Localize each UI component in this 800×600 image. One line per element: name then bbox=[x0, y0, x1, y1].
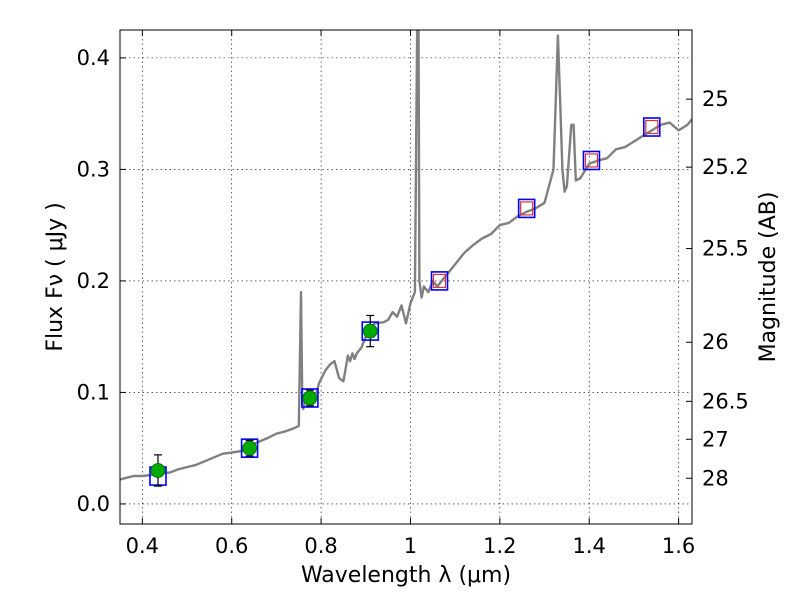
observed-point bbox=[362, 323, 378, 339]
axis-ticks bbox=[120, 30, 692, 524]
observed-point bbox=[242, 440, 257, 456]
y-tick-label: 0.2 bbox=[77, 269, 110, 293]
x-tick-label: 0.8 bbox=[304, 534, 337, 558]
model-band-marker bbox=[240, 438, 259, 458]
plot-background bbox=[120, 30, 692, 524]
y2-tick-label: 25.2 bbox=[702, 155, 749, 179]
y2-axis-label: Magnitude (AB) bbox=[756, 192, 781, 363]
y2-tick-label: 25.5 bbox=[702, 237, 749, 261]
sed-model-line bbox=[120, 30, 692, 481]
y2-tick-label: 28 bbox=[702, 466, 729, 490]
y2-tick-label: 25 bbox=[702, 87, 729, 111]
upper-limit-marker bbox=[645, 119, 659, 135]
plot-frame bbox=[119, 29, 693, 525]
series-layer bbox=[120, 30, 692, 487]
y-tick-label: 0.4 bbox=[77, 46, 110, 70]
upper-limit-marker bbox=[584, 153, 599, 168]
observed-point bbox=[302, 390, 318, 406]
x-tick-label: 1.6 bbox=[662, 534, 695, 558]
upper-limit-marker bbox=[520, 201, 534, 216]
model-band-marker bbox=[430, 271, 449, 291]
y2-tick-label: 26.5 bbox=[702, 389, 749, 413]
y-axis-label: Flux Fν ( μJy ) bbox=[43, 202, 68, 351]
axis-tick-labels: 0.4 0.6 0.8 1 1.2 1.4 1.6 0.0 0.1 0.2 0.3 0.4 25 25.2… bbox=[77, 46, 749, 558]
y2-tick-label: 27 bbox=[702, 427, 729, 451]
model-band-marker bbox=[642, 117, 661, 137]
model-band-marker bbox=[582, 150, 601, 171]
x-tick-label: 1.2 bbox=[483, 534, 516, 558]
x-tick-label: 1 bbox=[404, 534, 417, 558]
x-tick-label: 0.4 bbox=[126, 534, 159, 558]
grid-lines bbox=[120, 30, 692, 524]
x-axis-label: Wavelength λ (μm) bbox=[301, 563, 511, 588]
y-tick-label: 0.3 bbox=[77, 157, 110, 181]
y2-tick-label: 26 bbox=[702, 330, 729, 354]
observed-point bbox=[150, 463, 166, 478]
upper-limit-marker bbox=[432, 273, 447, 289]
x-tick-label: 0.6 bbox=[215, 534, 248, 558]
model-band-marker bbox=[301, 388, 319, 408]
x-tick-label: 1.4 bbox=[573, 534, 606, 558]
y-tick-label: 0.0 bbox=[77, 492, 110, 516]
model-band-marker bbox=[517, 198, 536, 219]
y-tick-label: 0.1 bbox=[77, 380, 110, 404]
